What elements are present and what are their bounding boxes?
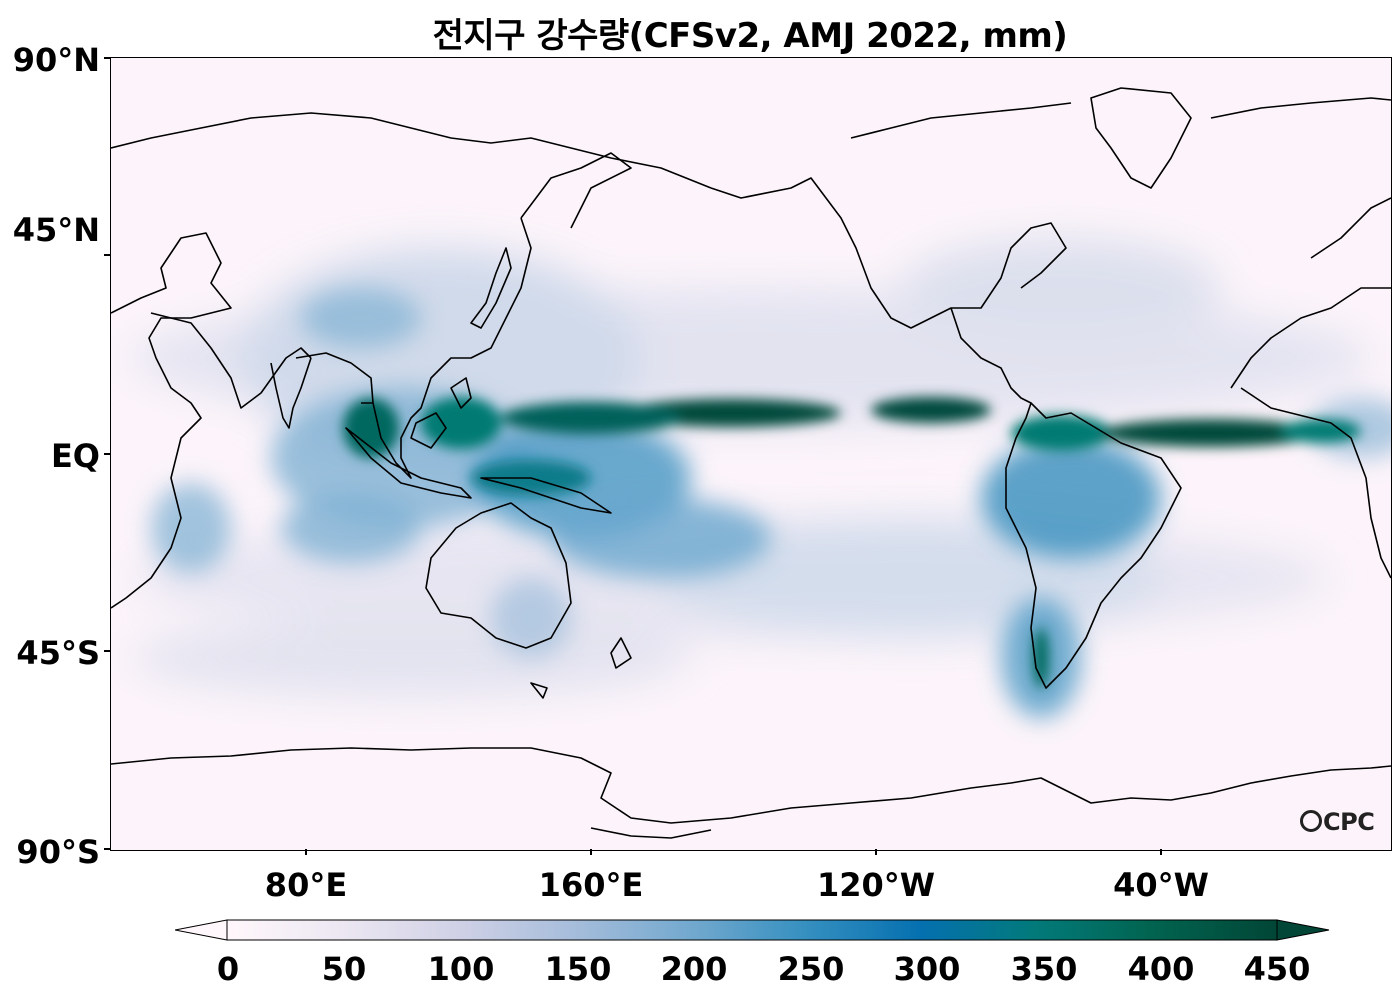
colorbar-label: 350 [1010, 950, 1078, 988]
colorbar [174, 918, 1330, 948]
lat-tick [104, 650, 110, 652]
lon-tick [305, 849, 307, 855]
lon-label-40w: 40°W [1113, 866, 1209, 904]
lat-tick [104, 848, 110, 850]
lat-label-45n: 45°N [12, 211, 100, 249]
lon-label-120w: 120°W [816, 866, 936, 904]
logo-text: CPC [1323, 808, 1375, 836]
colorbar-label: 50 [321, 950, 367, 988]
lon-tick [875, 849, 877, 855]
lat-label-90s: 90°S [16, 833, 100, 871]
colorbar-label: 200 [660, 950, 728, 988]
colorbar-extend-min [174, 919, 228, 941]
colorbar-label: 300 [893, 950, 961, 988]
colorbar-extend-max [1276, 919, 1330, 941]
lon-label-80e: 80°E [264, 866, 348, 904]
noaa-emblem-icon [1300, 810, 1322, 832]
lat-tick [104, 254, 110, 256]
colorbar-label: 250 [777, 950, 845, 988]
precipitation-map [110, 57, 1392, 851]
coastlines [111, 87, 1391, 839]
lat-label-90n: 90°N [12, 41, 100, 79]
lat-tick [104, 57, 110, 59]
map-title: 전지구 강수량(CFSv2, AMJ 2022, mm) [432, 16, 1068, 56]
colorbar-label: 0 [216, 950, 240, 988]
lon-label-160e: 160°E [538, 866, 644, 904]
lon-tick [590, 849, 592, 855]
lon-tick [1160, 849, 1162, 855]
lat-label-eq: EQ [50, 437, 100, 475]
colorbar-label: 400 [1127, 950, 1195, 988]
lat-tick [104, 453, 110, 455]
colorbar-gradient [226, 919, 1278, 941]
colorbar-label: 100 [427, 950, 495, 988]
cpc-logo: CPC [1300, 808, 1375, 836]
colorbar-label: 450 [1243, 950, 1311, 988]
colorbar-label: 150 [544, 950, 612, 988]
lat-label-45s: 45°S [16, 634, 100, 672]
